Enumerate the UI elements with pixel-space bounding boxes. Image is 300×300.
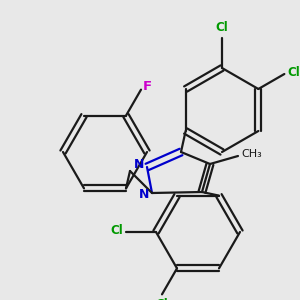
Text: F: F	[143, 80, 152, 93]
Text: Cl: Cl	[216, 21, 228, 34]
Text: Cl: Cl	[156, 298, 168, 300]
Text: N: N	[134, 158, 144, 172]
Text: Cl: Cl	[110, 224, 123, 238]
Text: N: N	[139, 188, 149, 202]
Text: Cl: Cl	[287, 67, 300, 80]
Text: CH₃: CH₃	[241, 149, 262, 159]
